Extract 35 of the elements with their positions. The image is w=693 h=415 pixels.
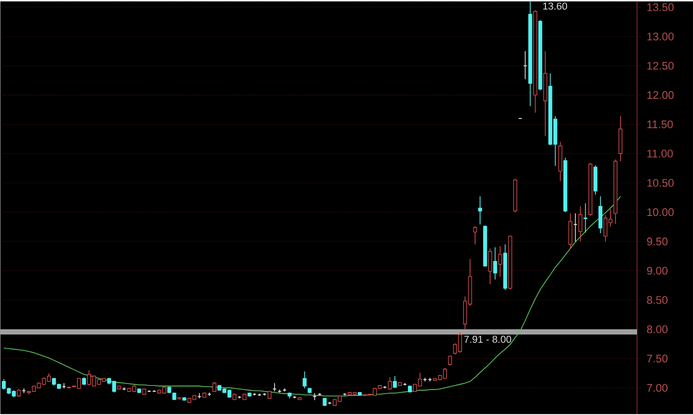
candlestick xyxy=(578,206,582,242)
candlestick xyxy=(212,382,216,393)
candlestick xyxy=(583,203,588,234)
candlestick xyxy=(428,378,432,382)
y-tick-label: 10.50 xyxy=(647,179,674,187)
y-tick-label: 8.50 xyxy=(647,296,668,304)
band-label: 7.91 - 8.00 xyxy=(464,336,512,344)
y-tick-label: 7.50 xyxy=(647,354,668,363)
candlestick xyxy=(388,377,392,390)
y-tick-label: 9.50 xyxy=(647,238,668,246)
y-tick-label: 13.00 xyxy=(647,32,674,41)
candlestick xyxy=(573,213,578,242)
candlestick xyxy=(302,371,307,390)
y-tick-label: 7.00 xyxy=(647,384,668,392)
candlestick xyxy=(422,378,428,382)
candlestick xyxy=(392,376,397,388)
candlestick xyxy=(493,247,498,280)
candlestick xyxy=(473,226,478,245)
candlestick xyxy=(598,196,602,234)
candlestick xyxy=(62,382,66,390)
y-tick-label: 11.00 xyxy=(647,150,673,158)
candlestick xyxy=(568,213,572,250)
candlestick xyxy=(488,248,492,285)
y-tick-label: 12.50 xyxy=(647,62,674,70)
candlestick xyxy=(448,355,452,366)
y-tick-label: 12.00 xyxy=(647,91,674,100)
y-tick-label: 11.50 xyxy=(647,120,673,128)
y-tick-label: 9.00 xyxy=(647,267,668,275)
y-tick-label: 8.00 xyxy=(647,326,668,334)
y-tick-label: 13.50 xyxy=(647,4,674,12)
y-tick-label: 10.00 xyxy=(647,208,674,216)
candlestick xyxy=(478,196,482,226)
candlestick xyxy=(272,382,277,392)
candlestick xyxy=(498,246,502,278)
annotation: 13.60 xyxy=(543,2,568,10)
